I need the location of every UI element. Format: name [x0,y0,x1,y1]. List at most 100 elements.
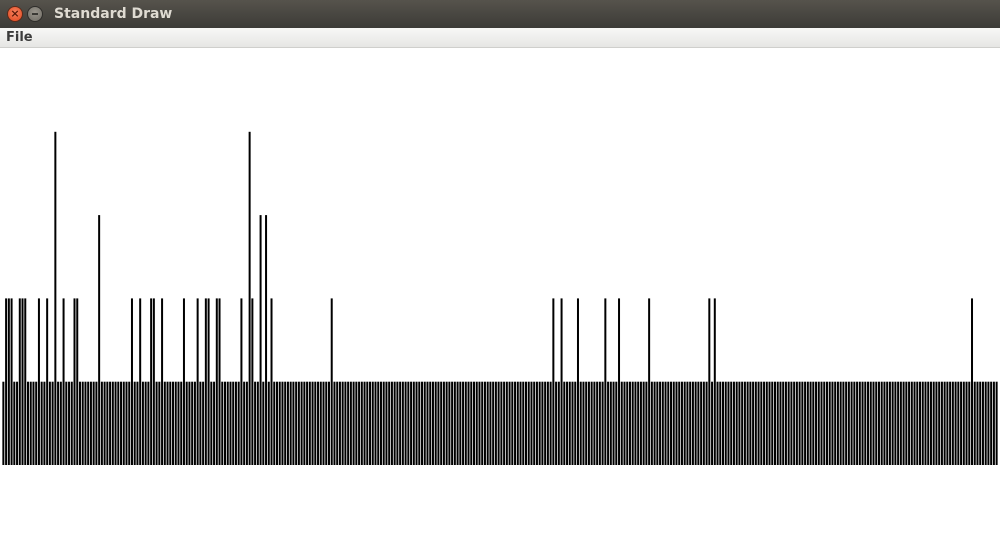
bar-116 [319,381,322,465]
bar-270 [741,381,744,465]
bar-73 [202,381,205,465]
bar-215 [590,381,593,465]
bar-17 [48,381,51,465]
bar-163 [448,381,451,465]
bar-76 [210,381,213,465]
bar-177 [486,381,489,465]
bar-0 [2,381,5,465]
bar-113 [311,381,314,465]
minimize-icon[interactable] [27,6,43,22]
bar-47 [130,298,133,465]
bar-354 [971,298,974,465]
bar-323 [886,381,889,465]
bar-21 [59,381,62,465]
bar-230 [631,381,634,465]
bar-202 [555,381,558,465]
bar-171 [470,381,473,465]
bar-191 [524,381,527,465]
bar-106 [292,381,295,465]
bar-223 [612,381,615,465]
bar-201 [552,298,555,465]
bar-275 [754,381,757,465]
bar-75 [207,298,210,465]
bar-253 [694,381,697,465]
menu-file[interactable]: File [6,30,33,45]
bar-10 [29,381,32,465]
bar-293 [804,381,807,465]
bar-327 [897,381,900,465]
bar-19 [54,131,57,466]
bar-98 [270,298,273,465]
bar-292 [801,381,804,465]
bar-60 [166,381,169,465]
bar-58 [161,298,164,465]
bar-40 [111,381,114,465]
bar-160 [440,381,443,465]
bar-102 [281,381,284,465]
bar-217 [596,381,599,465]
bar-318 [872,381,875,465]
bar-193 [530,381,533,465]
bar-331 [908,381,911,465]
bar-71 [196,298,199,465]
bar-52 [144,381,147,465]
close-icon[interactable]: × [7,6,23,22]
bar-105 [289,381,292,465]
bar-235 [645,381,648,465]
bar-18 [51,381,54,465]
bar-240 [659,381,662,465]
bar-81 [224,381,227,465]
bar-282 [773,381,776,465]
bar-359 [984,381,987,465]
bar-161 [442,381,445,465]
bar-295 [809,381,812,465]
bar-28 [78,381,81,465]
bar-232 [637,381,640,465]
bar-59 [163,381,166,465]
bar-234 [642,381,645,465]
bar-264 [724,381,727,465]
window-titlebar: × Standard Draw [0,0,1000,28]
bar-288 [790,381,793,465]
bar-127 [349,381,352,465]
bar-229 [628,381,631,465]
bar-96 [265,215,268,465]
bar-54 [150,298,153,465]
bar-221 [607,381,610,465]
bar-4 [13,381,16,465]
bar-111 [306,381,309,465]
bar-152 [418,381,421,465]
bar-99 [273,381,276,465]
bar-8 [24,298,27,465]
bar-333 [913,381,916,465]
bar-93 [256,381,259,465]
bar-48 [133,381,136,465]
bar-42 [117,381,120,465]
bar-153 [421,381,424,465]
menu-bar: File [0,28,1000,48]
bar-242 [664,381,667,465]
bar-27 [76,298,79,465]
bar-119 [327,381,330,465]
bar-12 [35,381,38,465]
bar-310 [850,381,853,465]
bar-140 [385,381,388,465]
bar-204 [560,298,563,465]
bar-95 [262,381,265,465]
bar-308 [845,381,848,465]
bar-134 [369,381,372,465]
bar-246 [675,381,678,465]
bar-271 [743,381,746,465]
bar-343 [940,381,943,465]
bar-5 [16,381,19,465]
bar-226 [620,381,623,465]
bar-250 [686,381,689,465]
draw-canvas [2,131,998,466]
bar-340 [932,381,935,465]
bar-326 [894,381,897,465]
bar-149 [410,381,413,465]
bar-100 [275,381,278,465]
bar-287 [787,381,790,465]
bar-351 [962,381,965,465]
bar-86 [237,381,240,465]
